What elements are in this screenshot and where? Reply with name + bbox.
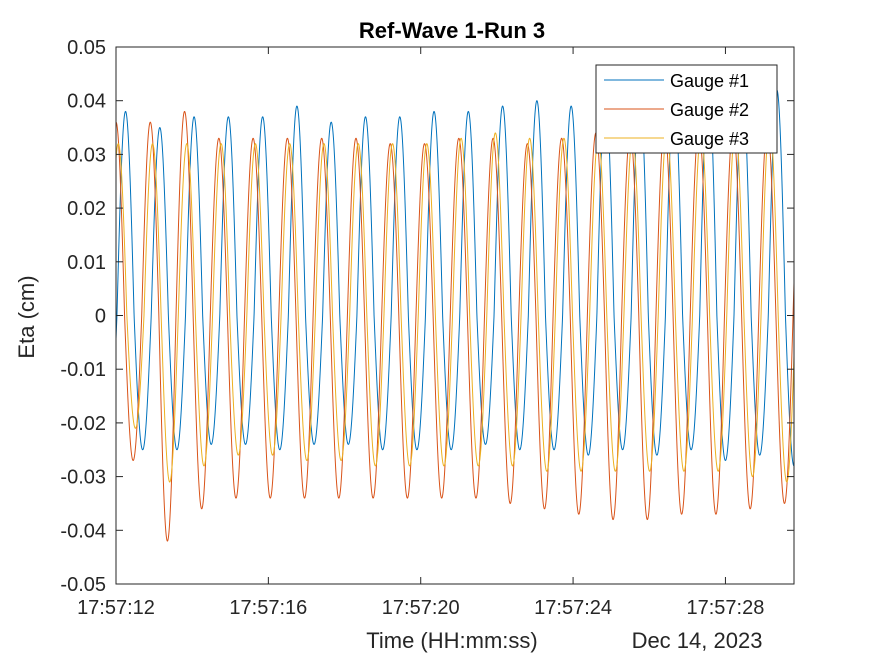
- legend-label: Gauge #2: [670, 100, 749, 120]
- series-line-3: [115, 121, 795, 483]
- x-tick-label: 17:57:16: [229, 597, 307, 619]
- y-tick-label: 0.05: [67, 37, 106, 59]
- y-tick-label: -0.02: [60, 413, 106, 435]
- y-tick-label: 0.03: [67, 144, 106, 166]
- series-layer: [115, 78, 795, 542]
- y-tick-label: 0.04: [67, 91, 106, 113]
- date-label: Dec 14, 2023: [632, 628, 763, 653]
- x-tick-label: 17:57:24: [534, 597, 612, 619]
- y-tick-label: -0.05: [60, 574, 106, 596]
- x-axis-label: Time (HH:mm:ss): [366, 628, 538, 653]
- legend-label: Gauge #3: [670, 129, 749, 149]
- x-ticks: 17:57:12 17:57:16 17:57:20 17:57:24 17:57:28: [77, 47, 764, 619]
- legend-label: Gauge #1: [670, 71, 749, 91]
- y-tick-label: -0.04: [60, 520, 106, 542]
- y-tick-label: 0.01: [67, 252, 106, 274]
- chart-title: Ref-Wave 1-Run 3: [359, 18, 545, 43]
- x-tick-label: 17:57:12: [77, 597, 155, 619]
- y-tick-label: 0.02: [67, 198, 106, 220]
- x-tick-label: 17:57:28: [687, 597, 765, 619]
- y-axis-label: Eta (cm): [14, 275, 39, 358]
- legend: Gauge #1 Gauge #2 Gauge #3: [595, 64, 778, 154]
- y-tick-label: 0: [95, 306, 106, 328]
- series-line-2: [115, 110, 795, 542]
- series-line-1: [115, 78, 795, 467]
- x-tick-label: 17:57:20: [382, 597, 460, 619]
- y-tick-label: -0.03: [60, 467, 106, 489]
- y-tick-label: -0.01: [60, 359, 106, 381]
- y-ticks: -0.05 -0.04 -0.03 -0.02 -0.01 0 0.01 0.02 0.03 0.…: [60, 37, 794, 596]
